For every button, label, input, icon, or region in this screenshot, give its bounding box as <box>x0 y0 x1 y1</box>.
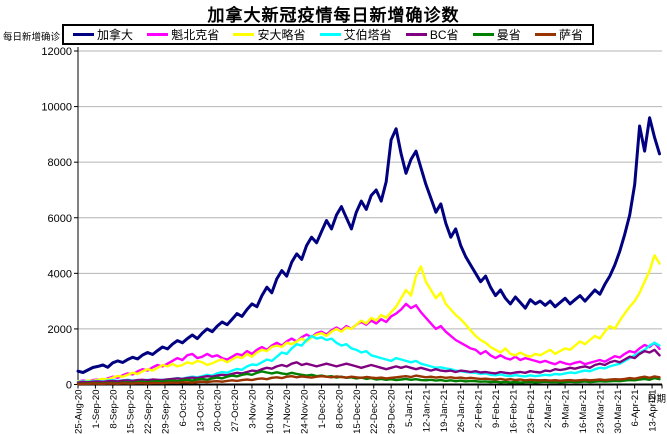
x-tick-label: 2-Mar-21 <box>543 390 554 429</box>
chart-title: 加拿大新冠疫情每日新增确诊数 <box>207 6 460 25</box>
legend-item-ontario: 安大略省 <box>233 29 305 41</box>
x-tick-label: 16-Feb-21 <box>508 390 519 434</box>
y-tick-label: 2000 <box>48 324 72 336</box>
series-line-saskatchewan <box>76 374 661 386</box>
legend-label-manitoba: 曼省 <box>496 27 521 42</box>
x-tick-label: 24-Nov-20 <box>300 390 311 434</box>
legend-label-ontario: 安大略省 <box>257 27 306 42</box>
x-tick-label: 29-Dec-20 <box>387 390 398 434</box>
series-line-canada <box>76 116 661 374</box>
y-tick-label: 10000 <box>41 102 72 114</box>
series-line-alberta <box>76 334 661 384</box>
x-tick-label: 2-Feb-21 <box>474 390 485 429</box>
series-line-bc <box>76 348 661 384</box>
legend-label-saskatchewan: 萨省 <box>558 27 583 42</box>
x-tick-label: 16-Mar-21 <box>578 390 589 434</box>
legend-label-alberta: 艾伯塔省 <box>343 27 392 42</box>
legend-swatch-quebec <box>147 33 169 36</box>
x-tick-label: 30-Mar-21 <box>613 390 624 434</box>
legend: 加拿大 魁北克省 安大略省 艾伯塔省 BC省 曼省 萨省 <box>62 24 594 45</box>
y-tick-label: 6000 <box>48 213 72 225</box>
x-tick-label: 5-Jan-21 <box>404 390 415 428</box>
x-tick-label: 13-Oct-20 <box>195 390 206 432</box>
legend-item-canada: 加拿大 <box>73 29 133 41</box>
legend-item-quebec: 魁北克省 <box>147 29 219 41</box>
legend-item-bc: BC省 <box>405 27 459 42</box>
x-tick-label: 15-Sep-20 <box>126 390 137 434</box>
x-tick-label: 22-Dec-20 <box>369 390 380 434</box>
x-tick-label: 23-Mar-21 <box>595 390 606 434</box>
series-line-ontario <box>76 254 661 383</box>
x-tick-label: 23-Feb-21 <box>526 390 537 434</box>
x-tick-label: 1-Dec-20 <box>317 390 328 429</box>
legend-swatch-alberta <box>319 33 341 36</box>
x-tick-label: 6-Oct-20 <box>178 390 189 427</box>
legend-item-manitoba: 曼省 <box>472 27 521 42</box>
x-tick-label: 10-Nov-20 <box>265 390 276 434</box>
x-tick-label: 8-Sep-20 <box>108 390 119 429</box>
legend-item-saskatchewan: 萨省 <box>534 27 583 42</box>
legend-swatch-canada <box>73 33 94 36</box>
x-tick-label: 6-Apr-21 <box>630 390 641 427</box>
legend-swatch-saskatchewan <box>534 33 556 36</box>
x-tick-label: 15-Dec-20 <box>352 390 363 434</box>
legend-swatch-bc <box>405 33 427 36</box>
x-tick-label: 22-Sep-20 <box>143 390 154 434</box>
series-line-quebec <box>76 302 661 383</box>
x-tick-label: 27-Oct-20 <box>230 390 241 432</box>
y-tick-label: 4000 <box>48 268 72 280</box>
x-tick-label: 12-Jan-21 <box>421 390 432 433</box>
x-tick-label: 9-Feb-21 <box>491 390 502 429</box>
y-tick-label: 8000 <box>48 157 72 169</box>
legend-swatch-ontario <box>233 33 255 36</box>
x-tick-label: 3-Nov-20 <box>247 390 258 429</box>
y-tick-label: 0 <box>66 380 72 392</box>
x-tick-label: 1-Sep-20 <box>91 390 102 429</box>
legend-swatch-manitoba <box>472 33 494 36</box>
y-axis-title: 每日新增确诊 <box>3 32 61 43</box>
x-tick-label: 19-Jan-21 <box>439 390 450 433</box>
x-tick-label: 26-Jan-21 <box>456 390 467 433</box>
x-tick-label: 20-Oct-20 <box>213 390 224 432</box>
y-tick-label: 12000 <box>41 46 72 58</box>
x-axis-title: 日期 <box>647 394 667 405</box>
legend-label-canada: 加拿大 <box>97 27 134 42</box>
x-tick-label: 8-Dec-20 <box>334 390 345 429</box>
x-tick-label: 25-Aug-20 <box>74 390 85 434</box>
x-tick-label: 17-Nov-20 <box>282 390 293 434</box>
legend-label-bc: BC省 <box>429 27 459 42</box>
legend-label-quebec: 魁北克省 <box>171 27 220 42</box>
legend-item-alberta: 艾伯塔省 <box>319 27 392 42</box>
x-tick-label: 29-Sep-20 <box>160 390 171 434</box>
x-tick-label: 9-Mar-21 <box>561 390 572 429</box>
x-tick-label: 13-Apr-21 <box>648 390 659 432</box>
